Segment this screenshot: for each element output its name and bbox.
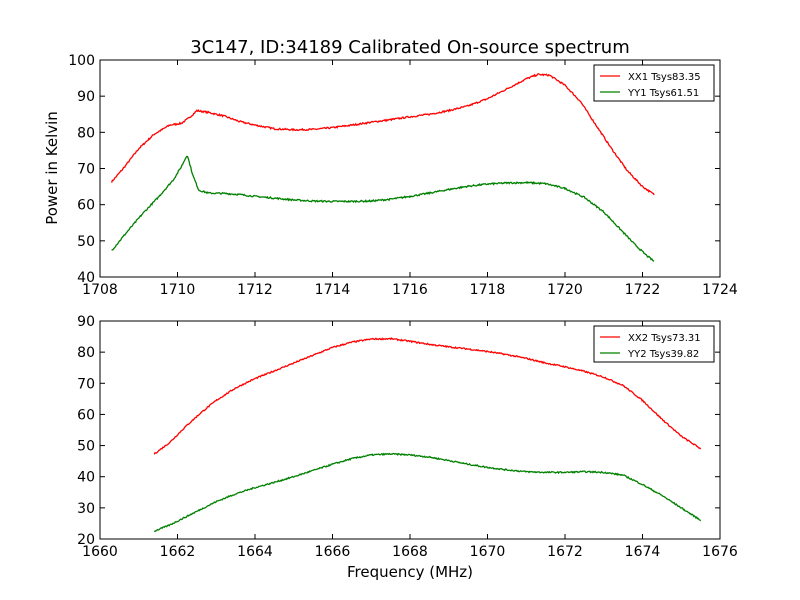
y-tick-label: 50 xyxy=(77,439,95,455)
legend-box xyxy=(593,325,715,363)
y-axis-label: Power in Kelvin xyxy=(43,111,61,225)
y-tick-label: 100 xyxy=(68,53,95,69)
x-tick-label: 1676 xyxy=(702,544,738,560)
legend-entry: YY2 Tsys39.82 xyxy=(627,349,699,360)
lower-spectrum-panel: 1660 1662 1664 1666 1668 1670 1672 1674 1676 20 30… xyxy=(77,314,738,560)
y-tick-label: 30 xyxy=(77,501,95,517)
y-tick-label: 70 xyxy=(77,376,95,392)
y-tick-label: 20 xyxy=(77,532,95,548)
legend-box xyxy=(593,64,715,102)
x-tick-label: 1710 xyxy=(160,282,196,298)
x-tick-label: 1712 xyxy=(237,282,273,298)
x-tick-label: 1674 xyxy=(625,544,661,560)
upper-spectrum-panel: 1708 1710 1712 1714 1716 1718 1720 1722 1724 40 50… xyxy=(68,53,738,298)
x-tick-label: 1668 xyxy=(392,544,428,560)
x-tick-label: 1714 xyxy=(315,282,351,298)
x-tick-label: 1724 xyxy=(702,282,738,298)
y-tick-label: 40 xyxy=(77,270,95,286)
y-tick-label: 90 xyxy=(77,89,95,105)
x-tick-label: 1672 xyxy=(547,544,583,560)
x-tick-label: 1716 xyxy=(392,282,428,298)
y-tick-label: 80 xyxy=(77,125,95,141)
y-tick-label: 40 xyxy=(77,470,95,486)
x-tick-label: 1666 xyxy=(315,544,351,560)
x-tick-label: 1718 xyxy=(470,282,506,298)
series-line-yy1 xyxy=(111,155,655,262)
series-line-xx1 xyxy=(111,73,655,196)
series-line-yy2 xyxy=(153,452,702,533)
x-tick-label: 1708 xyxy=(82,282,118,298)
x-tick-label: 1664 xyxy=(237,544,273,560)
x-tick-label: 1670 xyxy=(470,544,506,560)
y-tick-label: 60 xyxy=(77,198,95,214)
x-axis-label: Frequency (MHz) xyxy=(347,563,473,581)
legend-entry: YY1 Tsys61.51 xyxy=(627,88,699,99)
y-tick-label: 60 xyxy=(77,407,95,423)
series-line-xx2 xyxy=(153,337,702,455)
legend-entry: XX1 Tsys83.35 xyxy=(628,72,701,83)
x-tick-label: 1662 xyxy=(160,544,196,560)
figure-title: 3C147, ID:34189 Calibrated On-source spe… xyxy=(190,37,630,58)
x-tick-label: 1720 xyxy=(547,282,583,298)
y-tick-label: 50 xyxy=(77,234,95,250)
y-tick-label: 80 xyxy=(77,345,95,361)
x-tick-label: 1660 xyxy=(82,544,118,560)
y-tick-label: 70 xyxy=(77,162,95,178)
y-tick-label: 90 xyxy=(77,314,95,330)
x-tick-label: 1722 xyxy=(625,282,661,298)
legend-entry: XX2 Tsys73.31 xyxy=(628,333,701,344)
